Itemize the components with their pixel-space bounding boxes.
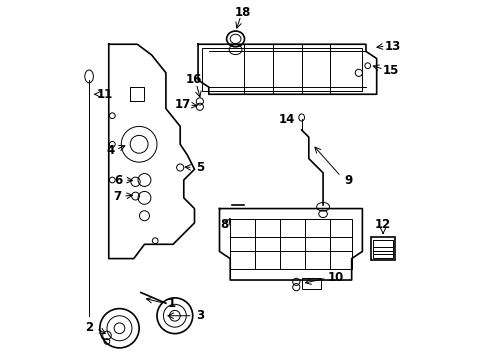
Text: 3: 3 <box>195 309 203 322</box>
Polygon shape <box>198 44 376 94</box>
Text: 15: 15 <box>382 64 398 77</box>
Text: 7: 7 <box>113 190 121 203</box>
Text: 14: 14 <box>279 113 295 126</box>
Text: 6: 6 <box>114 174 122 186</box>
Polygon shape <box>108 44 194 258</box>
Polygon shape <box>219 208 362 280</box>
Bar <box>372 240 392 258</box>
Text: 12: 12 <box>374 218 390 231</box>
Bar <box>301 278 321 289</box>
Text: 11: 11 <box>97 88 113 101</box>
Text: 1: 1 <box>167 297 175 310</box>
Bar <box>201 48 362 91</box>
Text: 16: 16 <box>185 73 202 86</box>
Text: 9: 9 <box>343 174 351 186</box>
Text: 5: 5 <box>195 161 203 174</box>
Bar <box>230 219 351 269</box>
Text: 18: 18 <box>234 6 250 19</box>
Text: 17: 17 <box>175 98 191 111</box>
Text: 8: 8 <box>220 218 228 231</box>
Text: 2: 2 <box>85 321 93 334</box>
Text: 10: 10 <box>327 271 343 284</box>
Text: 4: 4 <box>106 144 114 157</box>
Text: 13: 13 <box>384 40 400 53</box>
Bar <box>370 237 394 260</box>
